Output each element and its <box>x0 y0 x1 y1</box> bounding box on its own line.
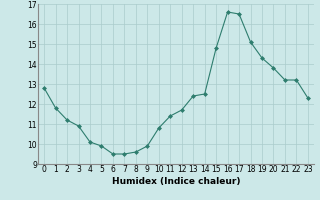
X-axis label: Humidex (Indice chaleur): Humidex (Indice chaleur) <box>112 177 240 186</box>
